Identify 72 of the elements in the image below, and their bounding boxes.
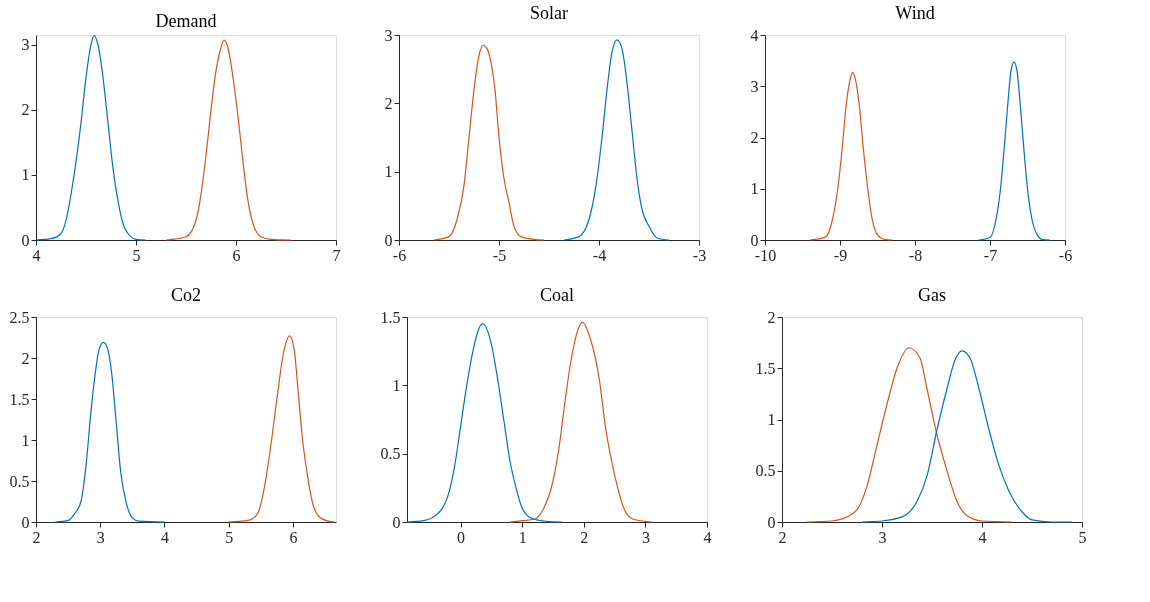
- line-series: [806, 347, 1013, 523]
- x-tick-label: -7: [983, 246, 998, 264]
- y-tick-label: 0: [767, 513, 776, 531]
- x-tick-label: 3: [878, 528, 887, 546]
- x-tick-label: 3: [641, 528, 650, 546]
- x-tick-label: -5: [492, 246, 507, 264]
- x-tick-label: 6: [232, 246, 241, 264]
- y-tick-label: 1.5: [9, 390, 30, 408]
- y-tick-label: 2: [21, 101, 30, 119]
- y-tick-label: 0: [21, 513, 30, 531]
- chart-title: Solar: [530, 3, 568, 23]
- x-tick-label: 2: [32, 528, 41, 546]
- x-tick-label: -4: [592, 246, 607, 264]
- x-tick-label: 5: [132, 246, 141, 264]
- x-tick-label: 1: [518, 528, 527, 546]
- x-tick-label: 3: [96, 528, 105, 546]
- y-tick-label: 2.5: [9, 308, 30, 326]
- x-tick-label: -10: [754, 246, 777, 264]
- y-tick-label: 1: [384, 163, 393, 181]
- chart-title: Coal: [540, 285, 574, 305]
- y-tick-label: 2: [21, 349, 30, 367]
- x-tick-label: -3: [692, 246, 707, 264]
- line-series: [509, 321, 653, 523]
- x-tick-label: 4: [32, 246, 41, 264]
- y-tick-label: 2: [750, 129, 759, 146]
- y-tick-label: 0.5: [9, 472, 30, 490]
- y-tick-label: 1: [392, 376, 401, 394]
- x-tick-label: 2: [580, 528, 589, 546]
- y-tick-label: 0.5: [755, 462, 776, 480]
- y-tick-label: 1: [21, 431, 30, 449]
- line-series: [165, 39, 292, 241]
- y-tick-label: 3: [384, 26, 393, 44]
- y-tick-label: 1.5: [755, 359, 776, 377]
- y-tick-label: 0.5: [380, 445, 401, 463]
- line-series: [433, 44, 545, 241]
- x-tick-label: 6: [289, 528, 298, 546]
- y-tick-label: 0: [21, 231, 30, 249]
- x-tick-label: -6: [1058, 246, 1073, 264]
- chart-title: Wind: [895, 3, 935, 23]
- line-series: [978, 61, 1051, 241]
- x-tick-label: -6: [392, 246, 407, 264]
- x-tick-label: 5: [225, 528, 234, 546]
- y-tick-label: 0: [384, 231, 393, 249]
- x-tick-label: 5: [1078, 528, 1087, 546]
- y-tick-label: 4: [750, 26, 759, 44]
- line-series: [861, 350, 1073, 523]
- y-tick-label: 0: [750, 231, 759, 249]
- line-series: [228, 335, 336, 523]
- x-tick-label: 4: [703, 528, 712, 546]
- x-tick-label: -8: [908, 246, 923, 264]
- chart-title: Demand: [155, 11, 217, 31]
- y-tick-label: 0: [392, 513, 401, 531]
- y-tick-label: 1: [750, 180, 759, 198]
- x-tick-label: 0: [457, 528, 466, 546]
- chart-title: Co2: [170, 285, 202, 305]
- y-tick-label: 3: [750, 77, 759, 95]
- chart-title: Gas: [918, 285, 946, 305]
- x-tick-label: 2: [778, 528, 787, 546]
- y-tick-label: 3: [21, 36, 30, 54]
- line-series: [54, 341, 166, 523]
- line-series: [809, 71, 894, 241]
- x-tick-label: 4: [978, 528, 987, 546]
- line-series: [406, 323, 563, 523]
- y-tick-label: 2: [384, 94, 393, 112]
- x-tick-label: 4: [160, 528, 169, 546]
- y-tick-label: 1: [767, 411, 776, 428]
- x-tick-label: 7: [332, 246, 341, 264]
- y-tick-label: 1: [21, 166, 30, 184]
- line-series: [563, 39, 670, 241]
- y-tick-label: 1.5: [380, 308, 401, 326]
- y-tick-label: 2: [767, 308, 776, 326]
- x-tick-label: -9: [833, 246, 848, 264]
